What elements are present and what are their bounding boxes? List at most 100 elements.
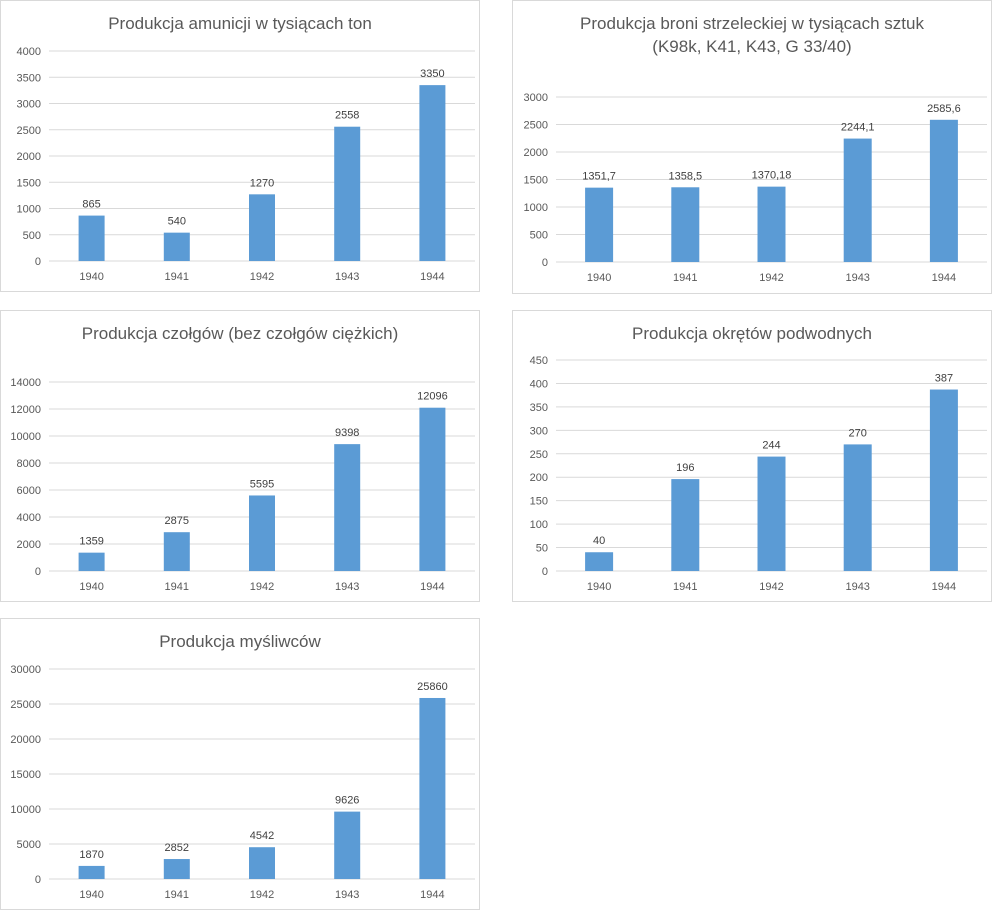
x-tick-label: 1941	[165, 889, 189, 901]
y-tick-label: 50	[536, 543, 548, 555]
y-tick-label: 100	[530, 519, 548, 531]
bar	[419, 407, 446, 571]
x-tick-label: 1944	[420, 581, 444, 593]
data-label: 1358,5	[668, 170, 702, 182]
y-tick-label: 3000	[524, 92, 548, 104]
x-tick-label: 1942	[250, 271, 274, 283]
x-tick-label: 1943	[335, 889, 359, 901]
bar	[671, 187, 700, 262]
y-tick-label: 200	[530, 472, 548, 484]
x-tick-label: 1943	[335, 271, 359, 283]
data-label: 2852	[165, 842, 189, 854]
y-tick-label: 2000	[17, 151, 41, 163]
x-tick-label: 1941	[165, 581, 189, 593]
bar	[843, 138, 872, 262]
chart-panel-small-arms: Produkcja broni strzeleckiej w tysiącach…	[512, 0, 992, 294]
y-tick-label: 2500	[524, 120, 548, 132]
x-tick-label: 1940	[79, 581, 103, 593]
chart-title: Produkcja czołgów (bez czołgów ciężkich)	[81, 324, 399, 343]
chart-title: Produkcja amunicji w tysiącach ton	[108, 14, 372, 33]
bar	[78, 215, 105, 261]
y-tick-label: 14000	[10, 377, 41, 389]
x-tick-label: 1944	[420, 271, 444, 283]
bar	[334, 444, 361, 571]
y-tick-label: 500	[23, 230, 41, 242]
data-label: 12096	[417, 391, 448, 403]
bar	[757, 456, 786, 571]
x-tick-label: 1942	[759, 581, 783, 593]
y-tick-label: 2500	[17, 125, 41, 137]
y-tick-label: 1000	[17, 204, 41, 216]
chart-panel-fighters: Produkcja myśliwców 0 5000 10000 15000 20000…	[0, 618, 480, 910]
chart-svg: 0 50 100 150 200 250 300 350 400 450 40 1940 196 1941…	[530, 355, 987, 593]
x-tick-label: 1942	[250, 581, 274, 593]
data-label: 244	[762, 440, 780, 452]
y-tick-label: 0	[35, 566, 41, 578]
y-tick-label: 350	[530, 402, 548, 414]
x-tick-label: 1943	[845, 581, 869, 593]
bar	[78, 865, 105, 879]
y-tick-label: 1500	[17, 177, 41, 189]
data-label: 3350	[420, 68, 444, 80]
y-tick-label: 10000	[10, 804, 41, 816]
y-tick-label: 1500	[524, 175, 548, 187]
y-tick-label: 10000	[10, 431, 41, 443]
data-label: 5595	[250, 478, 274, 490]
y-tick-label: 25000	[10, 699, 41, 711]
bar	[843, 444, 872, 571]
x-tick-label: 1941	[673, 272, 697, 284]
y-tick-label: 450	[530, 355, 548, 367]
x-tick-label: 1942	[759, 272, 783, 284]
chart-svg: 0 500 1000 1500 2000 2500 3000 1351,7 1940 1358,5…	[524, 92, 987, 284]
data-label: 4542	[250, 830, 274, 842]
data-label: 2244,1	[841, 122, 875, 134]
x-tick-label: 1944	[932, 581, 956, 593]
y-tick-label: 4000	[17, 46, 41, 58]
chart-svg: 0 5000 10000 15000 20000 25000 30000 1870 1940 28…	[10, 664, 475, 901]
x-tick-label: 1941	[165, 271, 189, 283]
chart-svg: 0 500 1000 1500 2000 2500 3000 3500 4000 865 1940 5…	[17, 46, 475, 283]
data-label: 9626	[335, 795, 359, 807]
data-label: 1351,7	[582, 171, 616, 183]
bar	[249, 194, 275, 261]
y-tick-label: 250	[530, 449, 548, 461]
data-label: 196	[676, 462, 694, 474]
chart-title: Produkcja myśliwców	[159, 632, 321, 651]
y-tick-label: 8000	[17, 458, 41, 470]
x-tick-label: 1942	[250, 889, 274, 901]
y-tick-label: 0	[35, 874, 41, 886]
chart-title: Produkcja okrętów podwodnych	[631, 324, 873, 343]
data-label: 2875	[165, 515, 189, 527]
chart-panel-submarines: Produkcja okrętów podwodnych 0 50 100 150 20…	[512, 310, 992, 602]
bar	[249, 495, 275, 571]
y-tick-label: 20000	[10, 734, 41, 746]
x-tick-label: 1944	[420, 889, 444, 901]
chart-panel-tanks: Produkcja czołgów (bez czołgów ciężkich)…	[0, 310, 480, 602]
chart-subtitle: (K98k, K41, K43, G 33/40)	[652, 37, 852, 56]
bar	[334, 811, 361, 879]
data-label: 1359	[79, 536, 103, 548]
y-tick-label: 400	[530, 378, 548, 390]
data-label: 2558	[335, 110, 359, 122]
y-tick-label: 15000	[10, 769, 41, 781]
y-tick-label: 30000	[10, 664, 41, 676]
y-tick-label: 4000	[17, 512, 41, 524]
y-tick-label: 500	[530, 230, 548, 242]
data-label: 865	[82, 199, 100, 211]
y-tick-label: 6000	[17, 485, 41, 497]
data-label: 1270	[250, 177, 274, 189]
x-tick-label: 1940	[587, 272, 611, 284]
bar	[929, 119, 958, 263]
x-tick-label: 1941	[673, 581, 697, 593]
bar	[757, 186, 786, 262]
x-tick-label: 1943	[335, 581, 359, 593]
y-tick-label: 2000	[524, 147, 548, 159]
bar	[163, 532, 190, 571]
chart-svg: 0 2000 4000 6000 8000 10000 12000 14000 1359 1940…	[10, 377, 475, 593]
bar	[585, 552, 614, 571]
y-tick-label: 0	[542, 566, 548, 578]
x-tick-label: 1943	[845, 272, 869, 284]
bar	[929, 389, 958, 571]
data-label: 1370,18	[752, 170, 792, 182]
data-label: 270	[849, 427, 867, 439]
